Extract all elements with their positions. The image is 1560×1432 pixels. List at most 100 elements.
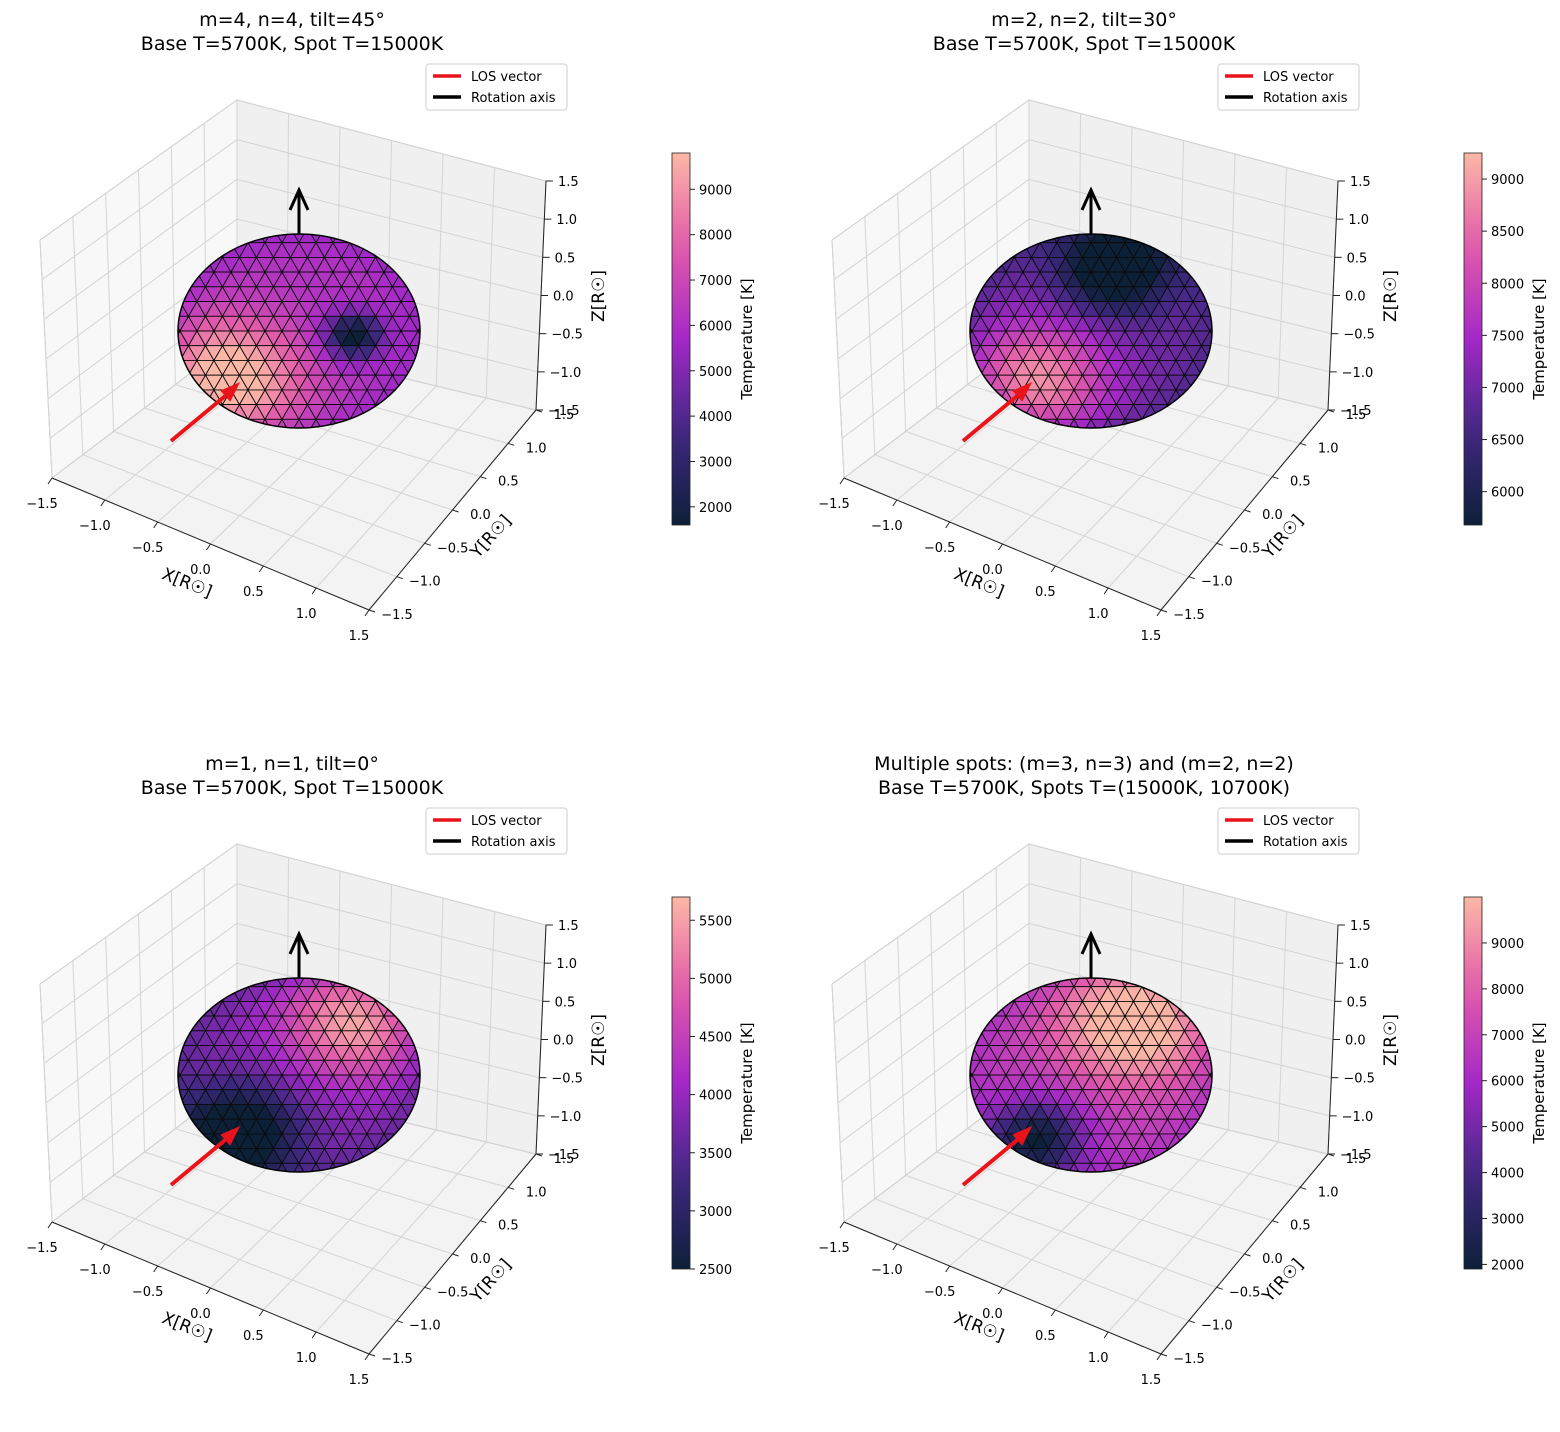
y-tick-mark [368,1353,376,1357]
grid-line [41,883,238,1025]
colorbar-tick-label: 3500 [699,1147,732,1162]
star-sphere [970,234,1212,428]
x-tick-label: 1.0 [1088,607,1109,622]
x-tick-label: −1.5 [818,1241,850,1256]
legend-label-los: LOS vector [1263,70,1334,85]
x-tick-mark [258,565,264,573]
colorbar-tick-label: 5000 [1491,1121,1524,1136]
y-tick-mark [1188,1320,1195,1324]
y-tick-label: 1.0 [1318,441,1339,456]
y-tick-mark [1272,1220,1279,1224]
z-tick-label: 0.0 [553,1034,574,1049]
y-tick-label: 0.5 [498,475,519,490]
y-tick-mark [1244,509,1251,513]
x-tick-mark [364,609,370,617]
colorbar-tick-label: 6500 [1491,434,1524,449]
colorbar-tick-label: 8000 [1491,983,1524,998]
colorbar-tick-label: 2000 [699,501,732,516]
y-tick-label: 0.5 [1290,475,1311,490]
z-tick-label: 0.0 [553,290,574,305]
x-tick-label: 1.5 [349,1373,370,1388]
x-tick-mark [153,521,159,529]
legend: LOS vector Rotation axis [425,807,568,855]
colorbar-tick-label: 3000 [1491,1212,1524,1227]
legend-box [1217,807,1360,855]
x-tick-mark [47,477,53,485]
y-tick-label: 1.0 [526,441,547,456]
y-tick-label: 0.0 [470,508,491,523]
chart-title-line2: Base T=5700K, Spot T=15000K [141,33,444,55]
subplot-2: m=2, n=2, tilt=30° Base T=5700K, Spot T=1… [792,0,1560,688]
x-tick-mark [1103,587,1109,595]
los-vector-arrow [169,1134,232,1187]
colorbar-tick-label: 9000 [699,183,732,198]
z-tick-label: −1.5 [1340,1148,1372,1163]
colorbar-tick-label: 3000 [699,1205,732,1220]
x-tick-mark [1156,1353,1162,1361]
los-vector-arrow [169,390,232,443]
x-tick-label: −0.5 [132,541,164,556]
los-vector-arrowhead [220,1125,241,1146]
los-vector-arrowhead [1012,1125,1033,1146]
z-tick-label: −0.5 [551,328,583,343]
x-tick-mark [998,1287,1003,1295]
colorbar-tick-label: 7500 [1491,329,1524,344]
rotation-axis-arrowhead [1080,930,1102,955]
colorbar-label: Temperature [K] [1530,1022,1548,1144]
grid-line [236,99,547,182]
z-tick-label: 0.5 [555,251,576,266]
y-tick-label: 1.5 [554,1152,575,1167]
y-tick-label: −1.0 [409,575,441,590]
legend: LOS vector Rotation axis [1217,63,1360,111]
y-tick-mark [480,1220,487,1224]
x-tick-mark [892,1243,898,1251]
chart-title-line2: Base T=5700K, Spot T=15000K [933,33,1236,55]
y-tick-mark [508,1186,515,1190]
grid-line [236,883,545,964]
x-tick-label: −0.5 [924,1285,956,1300]
y-tick-label: −1.5 [1173,1352,1205,1367]
y-tick-mark [368,609,376,613]
legend-box [425,807,568,855]
colorbar-label: Temperature [K] [738,1022,756,1144]
x-tick-label: 1.5 [349,629,370,644]
grid-line [236,139,545,220]
y-tick-label: 0.5 [1290,1219,1311,1234]
x-tick-mark [839,477,845,485]
z-tick-label: 0.5 [555,995,576,1010]
y-tick-label: −1.5 [1173,608,1205,623]
z-tick-label: −1.0 [550,366,582,381]
y-tick-label: 0.0 [470,1252,491,1267]
x-tick-label: 0.0 [190,1307,211,1322]
y-tick-label: 0.0 [1262,1252,1283,1267]
z-tick-label: 1.0 [556,213,577,228]
y-tick-label: −1.5 [381,1352,413,1367]
y-tick-mark [424,1286,431,1290]
z-tick-label: 1.5 [1350,175,1371,190]
legend-label-rotation: Rotation axis [471,835,556,850]
grid-line [41,139,238,281]
chart-svg: m=1, n=1, tilt=0°Base T=5700K, Spot T=15… [26,753,756,1388]
subplot-1: m=4, n=4, tilt=45° Base T=5700K, Spot T=1… [0,0,780,688]
y-tick-mark [1244,1253,1251,1257]
z-tick-label: 1.5 [558,919,579,934]
colorbar-tick-label: 9000 [1491,937,1524,952]
chart-title-line2: Base T=5700K, Spot T=15000K [141,777,444,799]
z-tick-label: 1.0 [1348,957,1369,972]
y-tick-label: 1.0 [526,1185,547,1200]
y-tick-label: 1.5 [1346,1152,1367,1167]
legend-label-los: LOS vector [471,70,542,85]
z-tick-label: −0.5 [551,1072,583,1087]
x-tick-mark [47,1221,53,1229]
z-tick-label: 1.5 [558,175,579,190]
x-tick-label: 0.0 [982,563,1003,578]
z-tick-label: −1.5 [548,404,580,419]
y-tick-mark [480,476,487,480]
star-sphere [178,978,420,1172]
grid-line [1028,883,1337,964]
x-tick-label: −1.0 [79,519,111,534]
grid-line [831,99,1030,241]
legend-label-los: LOS vector [471,814,542,829]
z-tick-label: 1.0 [1348,213,1369,228]
colorbar-tick-label: 6000 [699,319,732,334]
